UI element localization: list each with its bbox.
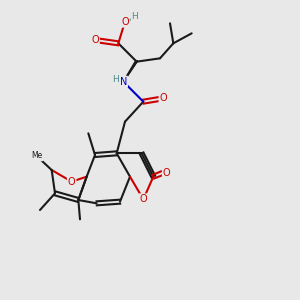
- Text: H: H: [112, 75, 119, 84]
- Polygon shape: [123, 61, 138, 82]
- Text: O: O: [91, 35, 99, 45]
- Text: O: O: [121, 17, 129, 27]
- Text: N: N: [120, 77, 127, 87]
- Text: O: O: [140, 194, 147, 204]
- Text: O: O: [160, 93, 167, 103]
- Text: O: O: [68, 177, 76, 187]
- Text: H: H: [132, 12, 138, 21]
- Text: Me: Me: [31, 152, 42, 160]
- Text: O: O: [163, 168, 170, 178]
